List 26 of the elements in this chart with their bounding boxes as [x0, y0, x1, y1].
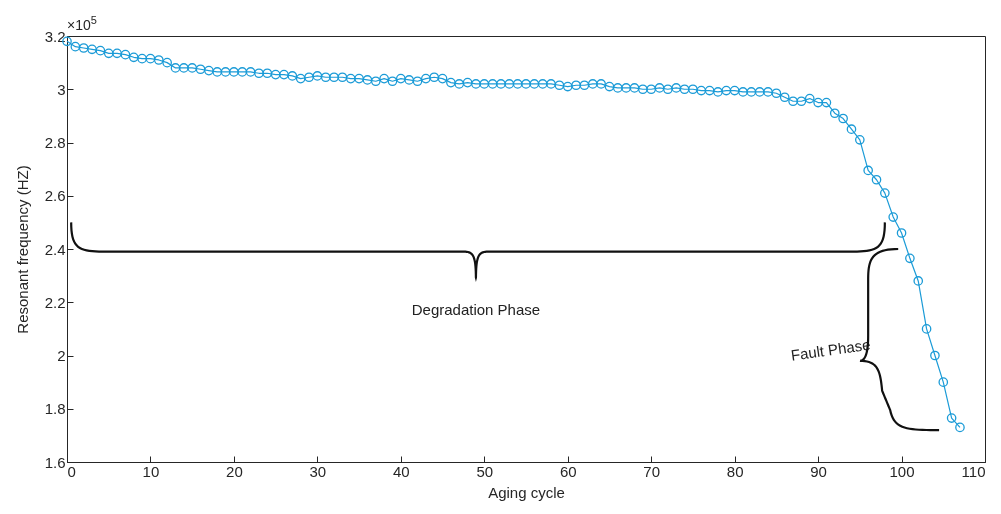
y-tick-label: 1.6: [44, 453, 66, 471]
x-tick-label: 40: [392, 462, 410, 480]
x-tick-label: 0: [67, 462, 76, 480]
x-tick-label: 10: [142, 462, 160, 480]
y-tick-label: 2.6: [44, 187, 66, 205]
x-tick-label: 100: [889, 462, 915, 480]
x-tick-label: 60: [559, 462, 577, 480]
x-tick-label: 110: [961, 462, 986, 480]
x-tick-label: 70: [643, 462, 661, 480]
x-tick-label: 90: [810, 462, 827, 480]
text: ×10$^{5}$: [67, 14, 97, 33]
y-axis-title: Resonant frequency (HZ): [13, 165, 31, 334]
y-tick-label: 3.2: [44, 27, 66, 45]
y-tick-label: 2.2: [44, 293, 66, 311]
y-tick-label: 1.8: [44, 400, 66, 418]
y-tick-label: 2.8: [44, 134, 66, 151]
x-tick-label: 80: [726, 462, 744, 480]
y-tick-label: 2.4: [44, 240, 66, 258]
annotation: Fault Phase: [789, 335, 872, 364]
x-tick-label: 50: [476, 462, 494, 480]
y-tick-label: 2: [57, 347, 66, 364]
x-axis-title: Aging cycle: [488, 483, 565, 501]
x-tick-label: 20: [226, 462, 243, 480]
annotation: Degradation Phase: [411, 301, 541, 319]
y-tick-label: 3: [57, 80, 66, 98]
x-tick-label: 30: [309, 462, 327, 480]
